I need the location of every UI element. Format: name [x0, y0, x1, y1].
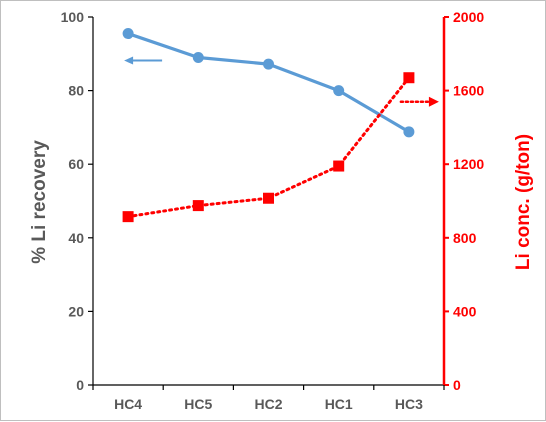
annotation-arrowhead-left: [124, 56, 134, 65]
y-right-tick-label: 1200: [453, 156, 484, 172]
y-right-tick-label: 2000: [453, 9, 484, 25]
y-axis-left-title: % Li recovery: [29, 140, 50, 264]
series-1-marker: [122, 211, 134, 223]
y-axis-right-title: Li conc. (g/ton): [513, 134, 534, 270]
y-left-tick-label: 80: [68, 83, 84, 99]
y-left-tick-label: 60: [68, 156, 84, 172]
y-left-tick-label: 20: [68, 303, 84, 319]
series-0-marker: [403, 126, 415, 138]
x-tick-label: HC2: [254, 396, 282, 412]
series-0-marker: [263, 58, 274, 70]
y-right-tick-label: 400: [453, 303, 477, 319]
series-1-marker: [333, 160, 345, 172]
y-right-tick-label: 0: [453, 377, 461, 393]
series-1-marker: [403, 72, 415, 84]
y-left-tick-label: 0: [76, 377, 84, 393]
x-tick-label: HC3: [395, 396, 423, 412]
series-0-marker: [333, 85, 345, 97]
y-right-tick-label: 1600: [453, 83, 484, 99]
series-0-marker: [122, 28, 134, 40]
y-left-tick-label: 40: [68, 230, 84, 246]
y-left-tick-label: 100: [61, 9, 85, 25]
series-0-line: [127, 32, 410, 134]
axes: 0 20 40 60 80 100 0 400 800 1200 1600 2000 HC4 HC5 HC2…: [61, 9, 485, 412]
series-1-line: [126, 76, 411, 219]
annotation-arrowhead-right: [428, 96, 439, 107]
x-tick-label: HC1: [325, 396, 353, 412]
series-0-marker: [192, 51, 204, 63]
series-1-marker: [263, 192, 274, 204]
annotations: [124, 56, 439, 107]
series-layer: [122, 28, 415, 223]
series-1-marker: [192, 200, 204, 212]
x-tick-label: HC5: [184, 396, 212, 412]
y-right-tick-label: 800: [453, 230, 477, 246]
x-tick-label: HC4: [114, 396, 142, 412]
